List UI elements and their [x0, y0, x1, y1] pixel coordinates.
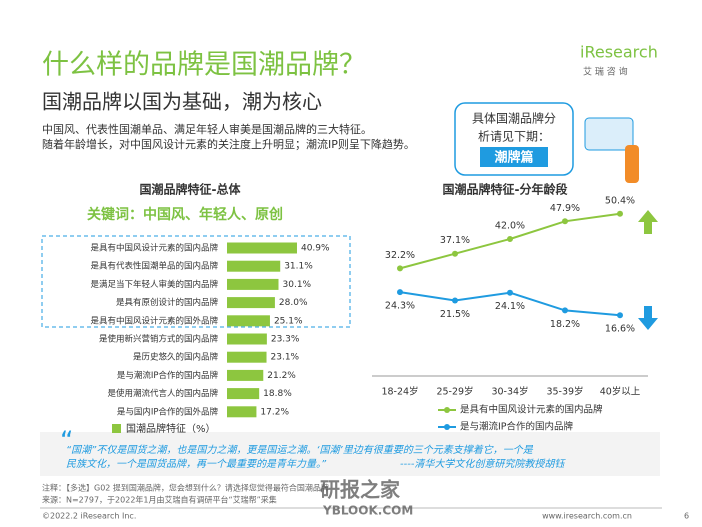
point: [562, 307, 568, 314]
value-label: 30.1%: [283, 280, 312, 290]
note: 来源：N=2797，于2022年1月由艾瑞自有调研平台“艾瑞帮”采集: [42, 495, 277, 505]
page-number: 6: [684, 512, 689, 521]
x-tick-label: 25-29岁: [436, 386, 473, 398]
chart-subtitle: 关键词：中国风、年轻人、原创: [87, 206, 283, 223]
quote-author: ----清华大学文化创意研究院教授胡钰: [400, 458, 566, 470]
quote: 民族文化，一个是国货品牌，再一个最重要的是青年力量。”: [66, 458, 327, 470]
value-label: 23.1%: [271, 353, 300, 363]
quote: “国潮”不仅是国货之潮，也是国力之潮，更是国运之潮。‘国潮’里边有很重要的三个元…: [66, 444, 534, 456]
subtitle: 国潮品牌以国为基础，潮为核心: [42, 90, 322, 114]
intro: 随着年龄增长，对中国风设计元素的关注度上升明显；潮流IP则呈下降趋势。: [42, 137, 415, 151]
value-label: 21.5%: [440, 309, 470, 320]
category-label: 是具有中国风设计元素的国内品牌: [90, 243, 218, 254]
value-label: 47.9%: [550, 203, 580, 214]
x-tick-label: 18-24岁: [381, 386, 418, 398]
x-tick-label: 35-39岁: [546, 386, 583, 398]
bar: [227, 333, 267, 345]
intro: 中国风、代表性国潮单品、满足年轻人审美是国潮品牌的三大特征。: [42, 122, 372, 136]
title: 什么样的品牌是国潮品牌？: [42, 50, 366, 81]
value-label: 24.3%: [385, 301, 415, 312]
point: [397, 265, 403, 272]
callout-text: 析请见下期：: [478, 130, 550, 144]
category-label: 是与潮流IP合作的国内品牌: [117, 370, 219, 381]
bar: [227, 406, 257, 418]
point: [397, 289, 403, 296]
callout-text: 具体国潮品牌分: [472, 111, 556, 126]
point: [617, 210, 623, 217]
site: www.iresearch.com.cn: [542, 512, 632, 521]
value-label: 31.1%: [284, 262, 313, 272]
callout-highlight: 潮牌篇: [494, 150, 533, 166]
value-label: 50.4%: [605, 195, 635, 206]
bar: [227, 351, 267, 363]
category-label: 是满足当下年轻人审美的国内品牌: [90, 279, 218, 290]
category-label: 是具有代表性国潮单品的国内品牌: [90, 261, 218, 272]
point: [452, 297, 458, 304]
quote-box: [40, 432, 660, 476]
value-label: 40.9%: [301, 244, 330, 254]
bar: [227, 278, 279, 290]
point: [507, 236, 513, 242]
category-label: 是使用新兴营销方式的国内品牌: [99, 334, 219, 345]
bar: [227, 388, 260, 400]
category-label: 是历史悠久的国内品牌: [133, 352, 219, 363]
value-label: 32.2%: [385, 250, 415, 261]
legend-label: 国潮品牌特征（%）: [126, 422, 216, 435]
bar: [227, 369, 264, 381]
legend-marker: [444, 407, 450, 413]
chart-title: 国潮品牌特征-分年龄段: [443, 182, 569, 197]
x-tick-label: 30-34岁: [491, 386, 528, 398]
bar: [227, 260, 281, 272]
value-label: 42.0%: [495, 221, 525, 232]
point: [562, 218, 568, 225]
bar: [227, 242, 297, 254]
category-label: 是使用潮流代言人的国内品牌: [107, 388, 218, 399]
down-arrow: [638, 306, 658, 330]
point: [617, 312, 623, 319]
value-label: 37.1%: [440, 235, 470, 246]
category-label: 是与国内IP合作的国外品牌: [117, 406, 219, 417]
copyright: ©2022.2 iResearch Inc.: [42, 512, 136, 521]
value-label: 23.3%: [271, 335, 300, 345]
watermark: YBLOOK.COM: [322, 504, 413, 518]
bar: [227, 315, 270, 327]
category-label: 是具有原创设计的国内品牌: [116, 297, 219, 308]
highlight-box: [41, 235, 351, 328]
point: [452, 250, 458, 257]
x-tick-label: 40岁以上: [600, 386, 641, 398]
callout-tag: [480, 147, 548, 167]
illustration: [584, 117, 634, 151]
legend-label: 是与潮流IP合作的国内品牌: [460, 421, 574, 433]
quote-mark: “: [60, 427, 73, 457]
value-label: 16.6%: [605, 324, 635, 335]
value-label: 25.1%: [274, 316, 303, 326]
value-label: 24.1%: [495, 301, 525, 312]
legend-marker: [444, 424, 450, 430]
value-label: 21.2%: [267, 371, 296, 381]
value-label: 18.2%: [550, 319, 580, 330]
bar: [227, 297, 275, 309]
value-label: 18.8%: [263, 389, 292, 399]
legend-label: 是具有中国风设计元素的国内品牌: [460, 404, 603, 416]
logo-cn: 艾 瑞 咨 询: [583, 66, 628, 78]
logo: iResearch: [580, 43, 658, 62]
point: [507, 289, 513, 296]
value-label: 17.2%: [260, 407, 289, 417]
up-arrow: [638, 210, 658, 234]
watermark: 研报之家: [320, 478, 401, 502]
value-label: 28.0%: [279, 298, 308, 308]
category-label: 是具有中国风设计元素的国外品牌: [90, 315, 218, 326]
chart-title: 国潮品牌特征-总体: [140, 182, 242, 197]
note: 注释：【多选】G02 提到国潮品牌，您会想到什么？请选择您觉得最符合国潮品牌: [42, 483, 329, 493]
legend-swatch: [112, 424, 121, 433]
illustration: [625, 145, 639, 183]
